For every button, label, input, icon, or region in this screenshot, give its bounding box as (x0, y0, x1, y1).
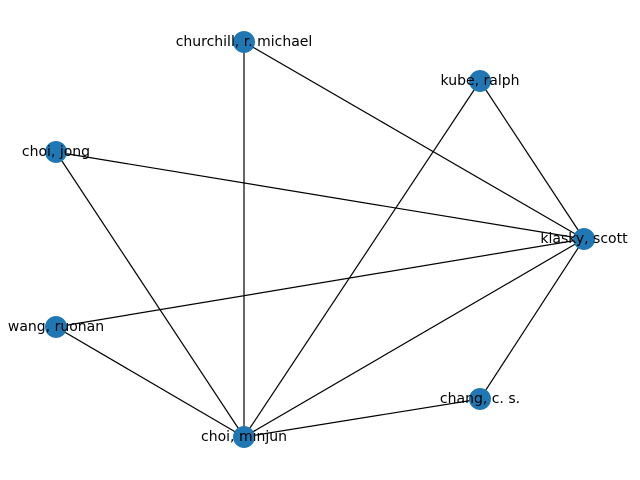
nodes-layer (45, 31, 595, 448)
node-choi_minjun (233, 426, 255, 448)
node-label-chang: chang, c. s. (440, 391, 520, 407)
node-label-kube: kube, ralph (441, 73, 520, 89)
edge-klasky-choi_minjun (243, 238, 585, 438)
labels-layer: churchill, r. michael kube, ralph choi, jo… (8, 34, 628, 445)
edge-churchill-klasky (243, 41, 585, 240)
node-kube (469, 70, 491, 92)
edges-layer (55, 41, 585, 438)
edge-kube-klasky (479, 80, 585, 240)
node-label-choi_jong: choi, jong (22, 144, 90, 160)
edge-kube-choi_minjun (243, 80, 481, 438)
node-wang (45, 316, 67, 338)
node-label-churchill: churchill, r. michael (176, 34, 313, 50)
node-klasky (573, 228, 595, 250)
edge-klasky-chang (479, 238, 585, 400)
edge-chang-choi_minjun (243, 398, 481, 438)
node-label-klasky: klasky, scott (540, 231, 628, 247)
node-chang (469, 388, 491, 410)
node-label-wang: wang, ruonan (8, 319, 104, 335)
edge-wang-choi_minjun (55, 326, 245, 438)
node-choi_jong (45, 141, 67, 163)
node-label-choi_minjun: choi, minjun (201, 429, 287, 445)
edge-choi_jong-choi_minjun (55, 151, 245, 438)
edge-choi_jong-klasky (55, 151, 585, 240)
node-churchill (233, 31, 255, 53)
edge-wang-klasky (55, 238, 585, 328)
